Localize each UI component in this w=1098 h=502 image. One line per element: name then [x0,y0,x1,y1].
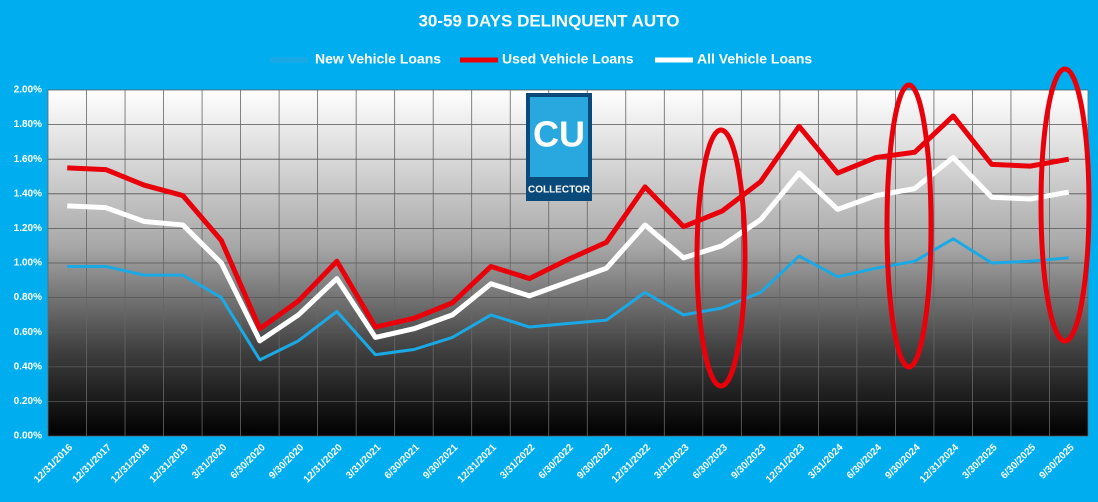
y-tick-label: 0.00% [14,431,42,442]
legend-label: Used Vehicle Loans [502,51,634,67]
series-lines [67,113,1070,362]
annotations [694,66,1092,389]
highlight-ellipse [884,82,934,370]
y-tick-label: 2.00% [14,85,42,96]
legend-label: New Vehicle Loans [315,51,441,67]
y-tick-label: 0.20% [14,396,42,407]
y-tick-label: 0.60% [14,327,42,338]
legend-label: All Vehicle Loans [697,51,812,67]
y-tick-label: 1.40% [14,188,42,199]
logo-shield [530,97,588,177]
series-line [67,237,1069,362]
series-line [67,154,1070,344]
y-tick-label: 1.00% [14,258,42,269]
logo-name: COLLECTOR [528,185,591,196]
chart-title: 30-59 DAYS DELINQUENT AUTO [418,11,679,30]
y-tick-label: 0.40% [14,361,42,372]
y-tick-label: 1.80% [14,119,42,130]
y-tick-label: 0.80% [14,292,42,303]
highlight-ellipse [694,127,748,389]
y-tick-label: 1.60% [14,154,42,165]
logo-mark: CU [533,114,585,155]
logo: CU COLLECTOR [526,93,592,201]
highlight-ellipse [1038,66,1092,344]
legend: New Vehicle Loans Used Vehicle Loans All V… [270,51,812,67]
series-line [67,113,1070,332]
y-tick-label: 1.20% [14,223,42,234]
